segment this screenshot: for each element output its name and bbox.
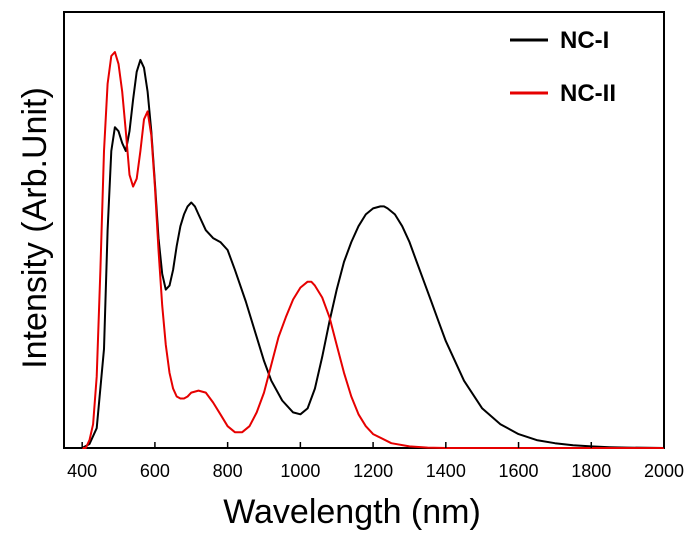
x-tick-label: 600 xyxy=(140,461,170,481)
x-ticks xyxy=(81,442,665,448)
x-axis-title: Wavelength (nm) xyxy=(223,493,481,531)
legend-label-nc-ii: NC-II xyxy=(560,80,616,107)
x-tick-labels: 400 600 800 1000 1200 1400 1600 1800 2000 xyxy=(67,461,684,481)
y-axis-title: Intensity (Arb.Unit) xyxy=(16,87,54,369)
legend-label-nc-i: NC-I xyxy=(560,27,609,54)
legend: NC-I NC-II xyxy=(510,27,616,107)
series-line-nc-ii xyxy=(82,51,664,449)
x-tick-label: 1600 xyxy=(499,461,539,481)
x-tick-label: 1200 xyxy=(353,461,393,481)
x-tick-label: 1800 xyxy=(571,461,611,481)
series-line-nc-i xyxy=(81,58,665,449)
plot-frame xyxy=(63,11,665,449)
x-tick-label: 2000 xyxy=(644,461,684,481)
x-tick-label: 1000 xyxy=(280,461,320,481)
series-layer xyxy=(81,51,665,449)
x-tick-label: 1400 xyxy=(426,461,466,481)
x-tick-label: 800 xyxy=(213,461,243,481)
x-tick-label: 400 xyxy=(67,461,97,481)
